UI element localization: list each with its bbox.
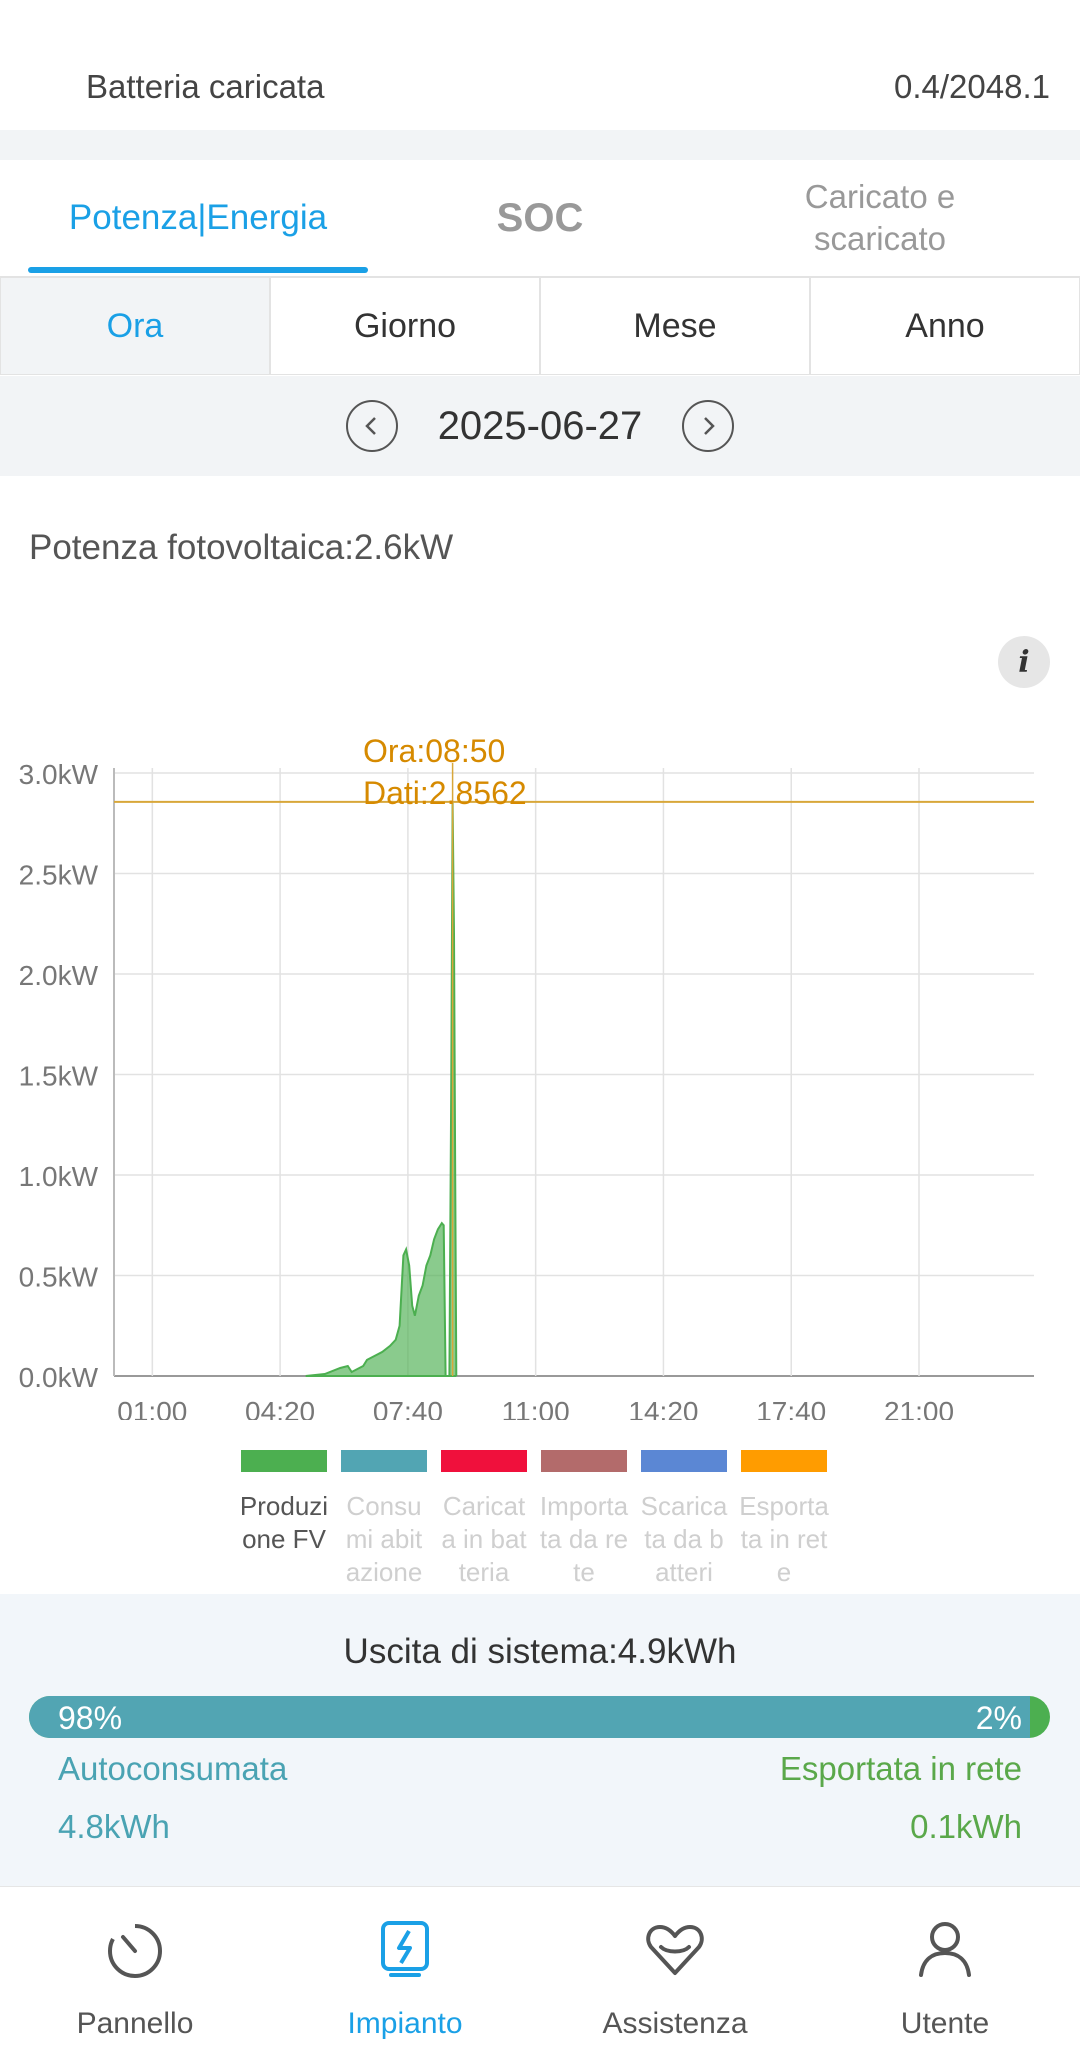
self-consumed-value: 4.8kWh	[58, 1808, 170, 1845]
info-icon[interactable]: i	[998, 636, 1050, 688]
summary-panel	[0, 1594, 1080, 1886]
self-consumption-bar	[29, 1696, 1050, 1738]
series-area	[305, 801, 458, 1377]
legend-item[interactable]: Esportata in rete	[739, 1450, 829, 1589]
self-consumption-fill	[29, 1696, 1030, 1738]
legend-swatch	[341, 1450, 427, 1472]
chart-legend: Produzione FV Consumi abitazione Caricata …	[240, 1450, 840, 1589]
x-tick-label: 17:40	[756, 1396, 826, 1420]
tooltip-time: Ora:08:50	[363, 733, 505, 769]
x-axis-labels: 01:00 04:20 07:40 11:00 14:20 17:40 21:00	[117, 1396, 954, 1420]
period-tabs: Ora Giorno Mese Anno	[0, 277, 1080, 375]
power-chart: 0.0kW 0.5kW 1.0kW 1.5kW 2.0kW 2.5kW 3.0kW 01:0…	[19, 733, 1034, 1420]
tooltip-value: Dati:2.8562	[363, 775, 527, 811]
x-tick-label: 11:00	[502, 1396, 570, 1420]
tab-power-energy[interactable]: Potenza|Energia	[68, 198, 328, 237]
heart-hand-icon	[646, 1925, 704, 1975]
legend-item[interactable]: Consumi abitazione	[340, 1450, 428, 1589]
chart-tabs: Potenza|Energia SOC Caricato e scaricato	[0, 160, 1080, 277]
legend-label: Scaricata da batteri	[640, 1491, 728, 1587]
x-tick-label: 21:00	[884, 1396, 954, 1420]
nav-label: Pannello	[76, 2007, 194, 2040]
legend-swatch	[441, 1450, 527, 1472]
date-value[interactable]: 2025-06-27	[437, 403, 643, 448]
section-divider	[0, 130, 1080, 160]
legend-item[interactable]: Scaricata da batteri	[640, 1450, 728, 1589]
export-percent: 2%	[975, 1700, 1022, 1736]
x-tick-label: 01:00	[117, 1396, 187, 1420]
gauge-icon	[108, 1922, 162, 1978]
tab-soc[interactable]: SOC	[496, 195, 584, 240]
chart-tooltip: Ora:08:50 Dati:2.8562	[114, 733, 1034, 1376]
chart-grid	[113, 768, 1034, 1377]
legend-swatch	[741, 1450, 827, 1472]
self-consumed-label: Autoconsumata	[58, 1750, 288, 1787]
period-tab-month[interactable]: Mese	[540, 277, 810, 375]
legend-label: Importata da rete	[539, 1491, 629, 1587]
nav-dashboard[interactable]: Pannello	[0, 1887, 270, 2068]
y-tick-label: 1.0kW	[19, 1161, 99, 1192]
legend-label: Consumi abitazione	[345, 1491, 423, 1587]
legend-label: Produzione FV	[239, 1491, 329, 1554]
exported-label: Esportata in rete	[779, 1750, 1022, 1787]
battery-charged-label: Batteria caricata	[86, 68, 325, 105]
y-tick-label: 0.5kW	[19, 1262, 99, 1293]
legend-item[interactable]: Caricata in batteria	[440, 1450, 528, 1589]
plant-bolt-icon	[381, 1921, 429, 1977]
period-tab-day[interactable]: Giorno	[270, 277, 540, 375]
nav-label: Impianto	[347, 2007, 463, 2040]
battery-charged-row	[0, 0, 1080, 130]
legend-swatch	[541, 1450, 627, 1472]
legend-swatch	[241, 1450, 327, 1472]
bottom-nav: Pannello Impianto Assistenza Utente	[0, 1886, 1080, 2068]
date-selector: 2025-06-27	[0, 376, 1080, 476]
system-output-text: Uscita di sistema:4.9kWh	[343, 1632, 737, 1671]
y-tick-label: 3.0kW	[19, 759, 99, 790]
x-tick-label: 04:20	[245, 1396, 315, 1420]
y-tick-label: 2.5kW	[19, 860, 99, 891]
nav-support[interactable]: Assistenza	[540, 1887, 810, 2068]
pv-power-text: Potenza fotovoltaica:2.6kW	[29, 528, 454, 567]
active-tab-indicator	[28, 267, 368, 273]
legend-item[interactable]: Importata da rete	[540, 1450, 628, 1589]
user-icon	[919, 1922, 971, 1977]
nav-user[interactable]: Utente	[810, 1887, 1080, 2068]
legend-label: Caricata in batteria	[441, 1491, 527, 1587]
x-tick-label: 07:40	[373, 1396, 443, 1420]
period-tab-hour[interactable]: Ora	[0, 277, 270, 375]
legend-item[interactable]: Produzione FV	[240, 1450, 328, 1589]
chevron-right-icon[interactable]	[682, 400, 735, 452]
y-tick-label: 1.5kW	[19, 1061, 99, 1092]
legend-swatch	[641, 1450, 727, 1472]
nav-plant[interactable]: Impianto	[270, 1887, 540, 2068]
exported-value: 0.1kWh	[910, 1808, 1022, 1845]
chevron-left-icon[interactable]	[345, 400, 398, 452]
y-axis-labels: 0.0kW 0.5kW 1.0kW 1.5kW 2.0kW 2.5kW 3.0kW	[19, 759, 99, 1393]
self-consumption-percent: 98%	[58, 1700, 123, 1736]
nav-label: Assistenza	[602, 2007, 748, 2040]
y-tick-label: 2.0kW	[19, 960, 99, 991]
y-tick-label: 0.0kW	[19, 1362, 99, 1393]
legend-label: Esportata in rete	[739, 1491, 829, 1587]
tab-charged-discharged[interactable]: Caricato e scaricato	[804, 178, 956, 257]
chart-series	[305, 801, 458, 1377]
battery-charged-value: 0.4/2048.1	[894, 68, 1050, 105]
x-tick-label: 14:20	[628, 1396, 698, 1420]
nav-label: Utente	[900, 2007, 990, 2040]
period-tab-year[interactable]: Anno	[810, 277, 1080, 375]
